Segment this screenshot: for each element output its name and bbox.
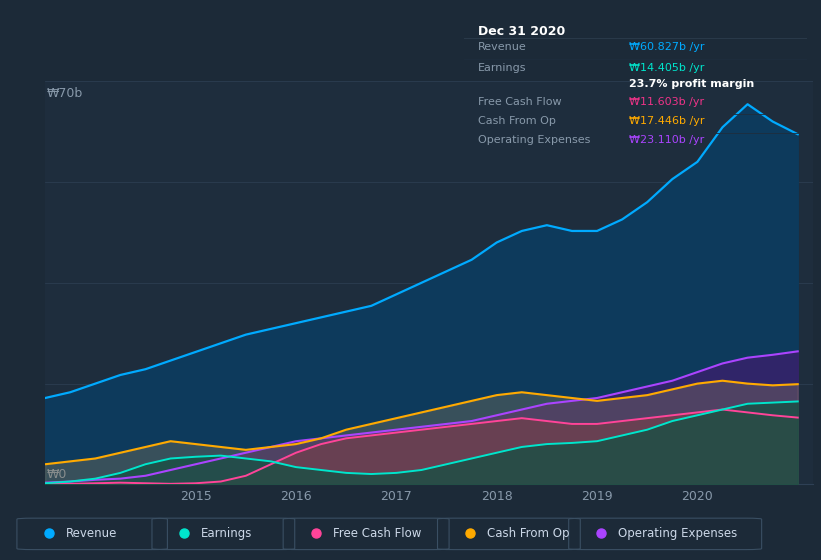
Text: ₩60.827b /yr: ₩60.827b /yr	[629, 43, 704, 53]
Text: 23.7% profit margin: 23.7% profit margin	[629, 79, 754, 88]
Text: Free Cash Flow: Free Cash Flow	[478, 97, 562, 108]
Text: Earnings: Earnings	[478, 63, 526, 73]
Text: Cash From Op: Cash From Op	[478, 116, 556, 126]
Text: ₩0: ₩0	[47, 468, 67, 481]
Text: Revenue: Revenue	[67, 527, 117, 540]
Text: Earnings: Earnings	[201, 527, 253, 540]
Text: ₩17.446b /yr: ₩17.446b /yr	[629, 116, 704, 126]
Text: Free Cash Flow: Free Cash Flow	[333, 527, 421, 540]
Text: Cash From Op: Cash From Op	[487, 527, 570, 540]
Text: ₩23.110b /yr: ₩23.110b /yr	[629, 135, 704, 145]
Text: Dec 31 2020: Dec 31 2020	[478, 25, 565, 38]
Text: Operating Expenses: Operating Expenses	[478, 135, 590, 145]
Text: ₩14.405b /yr: ₩14.405b /yr	[629, 63, 704, 73]
Text: ₩11.603b /yr: ₩11.603b /yr	[629, 97, 704, 108]
Text: ₩70b: ₩70b	[47, 87, 83, 100]
Text: Operating Expenses: Operating Expenses	[618, 527, 737, 540]
Text: Revenue: Revenue	[478, 43, 526, 53]
